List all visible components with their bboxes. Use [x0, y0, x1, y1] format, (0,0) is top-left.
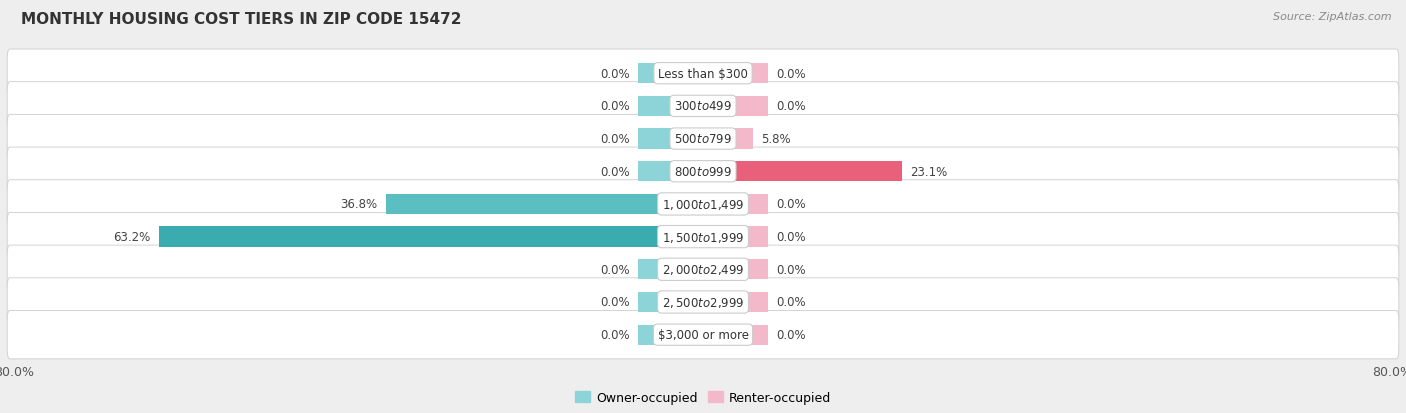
- FancyBboxPatch shape: [7, 245, 1399, 294]
- Text: $300 to $499: $300 to $499: [673, 100, 733, 113]
- Bar: [638, 292, 703, 312]
- Text: 0.0%: 0.0%: [776, 263, 806, 276]
- Bar: [703, 227, 768, 247]
- Text: $500 to $799: $500 to $799: [673, 133, 733, 146]
- Text: 0.0%: 0.0%: [776, 198, 806, 211]
- FancyBboxPatch shape: [7, 311, 1399, 359]
- Text: 0.0%: 0.0%: [776, 296, 806, 309]
- Bar: [638, 259, 703, 280]
- Legend: Owner-occupied, Renter-occupied: Owner-occupied, Renter-occupied: [569, 386, 837, 409]
- Text: Source: ZipAtlas.com: Source: ZipAtlas.com: [1274, 12, 1392, 22]
- Text: $1,500 to $1,999: $1,500 to $1,999: [662, 230, 744, 244]
- Bar: [703, 97, 768, 117]
- Text: 36.8%: 36.8%: [340, 198, 377, 211]
- Bar: [703, 64, 768, 84]
- Text: $2,000 to $2,499: $2,000 to $2,499: [662, 263, 744, 277]
- Bar: [638, 97, 703, 117]
- Text: 0.0%: 0.0%: [776, 68, 806, 81]
- Bar: [638, 129, 703, 150]
- Text: $3,000 or more: $3,000 or more: [658, 328, 748, 341]
- Bar: [159, 227, 703, 247]
- FancyBboxPatch shape: [7, 180, 1399, 228]
- FancyBboxPatch shape: [7, 213, 1399, 261]
- Bar: [638, 162, 703, 182]
- Text: $1,000 to $1,499: $1,000 to $1,499: [662, 197, 744, 211]
- FancyBboxPatch shape: [7, 148, 1399, 196]
- Text: 0.0%: 0.0%: [600, 165, 630, 178]
- Text: 0.0%: 0.0%: [776, 230, 806, 244]
- Bar: [387, 195, 703, 214]
- Bar: [703, 162, 901, 182]
- Text: 0.0%: 0.0%: [600, 296, 630, 309]
- Text: 0.0%: 0.0%: [776, 328, 806, 341]
- Text: 63.2%: 63.2%: [112, 230, 150, 244]
- Bar: [703, 292, 768, 312]
- Text: 0.0%: 0.0%: [600, 100, 630, 113]
- Text: 0.0%: 0.0%: [776, 100, 806, 113]
- Bar: [703, 195, 768, 214]
- Bar: [638, 325, 703, 345]
- Text: MONTHLY HOUSING COST TIERS IN ZIP CODE 15472: MONTHLY HOUSING COST TIERS IN ZIP CODE 1…: [21, 12, 461, 27]
- Text: Less than $300: Less than $300: [658, 68, 748, 81]
- Bar: [703, 259, 768, 280]
- Text: $800 to $999: $800 to $999: [673, 165, 733, 178]
- FancyBboxPatch shape: [7, 83, 1399, 131]
- Bar: [703, 129, 754, 150]
- Text: 0.0%: 0.0%: [600, 263, 630, 276]
- FancyBboxPatch shape: [7, 115, 1399, 164]
- Text: 0.0%: 0.0%: [600, 328, 630, 341]
- Text: 5.8%: 5.8%: [762, 133, 792, 146]
- Text: 23.1%: 23.1%: [911, 165, 948, 178]
- Bar: [638, 64, 703, 84]
- Text: $2,500 to $2,999: $2,500 to $2,999: [662, 295, 744, 309]
- FancyBboxPatch shape: [7, 278, 1399, 326]
- Bar: [703, 325, 768, 345]
- FancyBboxPatch shape: [7, 50, 1399, 98]
- Text: 0.0%: 0.0%: [600, 68, 630, 81]
- Text: 0.0%: 0.0%: [600, 133, 630, 146]
